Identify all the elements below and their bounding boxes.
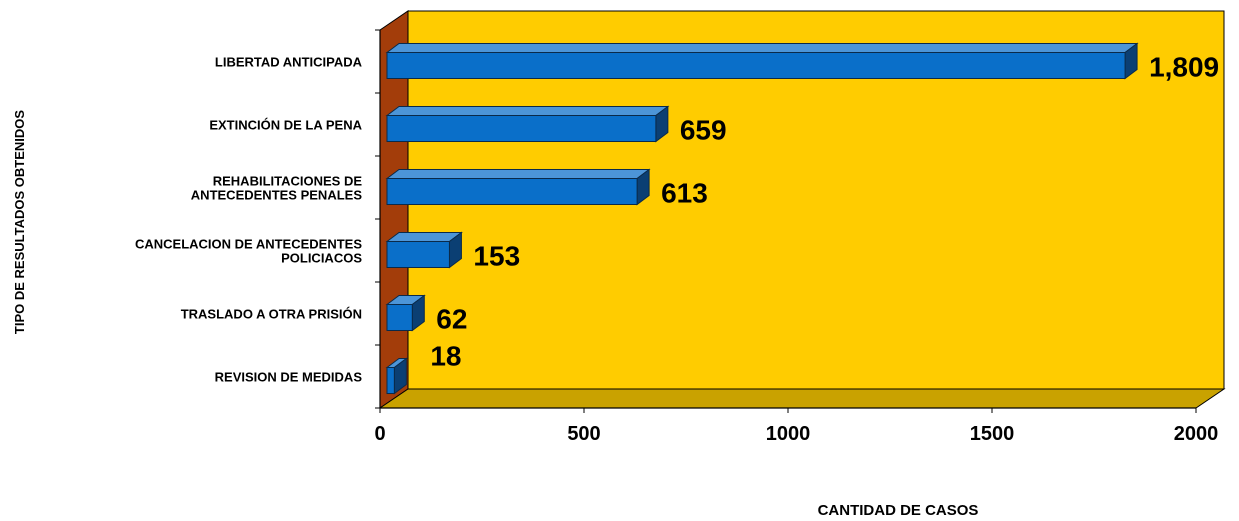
bar <box>385 231 463 269</box>
category-label-line: REVISION DE MEDIDAS <box>215 370 363 385</box>
y-axis-title: TIPO DE RESULTADOS OBTENIDOS <box>12 110 27 334</box>
category-label-line: CANCELACION DE ANTECEDENTES <box>135 237 362 252</box>
category-label: REHABILITACIONES DE ANTECEDENTES PENALES <box>191 174 363 203</box>
category-label-line: POLICIACOS <box>281 251 362 266</box>
bar <box>385 294 426 332</box>
x-tick-label: 1500 <box>970 423 1015 445</box>
bar-front-face <box>386 52 1126 79</box>
category-label: TRASLADO A OTRA PRISIÓN <box>181 307 362 322</box>
data-label: 659 <box>680 115 727 146</box>
axes-group: 0 500 1000 1500 2000 <box>374 29 1219 445</box>
labels-group: 1,809 LIBERTAD ANTICIPADA 659 EXTINCIÓN DE … <box>135 52 1219 385</box>
bar-top-face <box>385 43 1139 53</box>
bar-top-face <box>385 232 463 242</box>
bar-front-face <box>386 367 395 394</box>
data-label: 1,809 <box>1149 52 1219 83</box>
data-label: 613 <box>661 178 708 209</box>
category-label-line: EXTINCIÓN DE LA PENA <box>209 118 362 133</box>
floor <box>378 388 1226 409</box>
bar-front-face <box>386 241 450 268</box>
category-label-line: TRASLADO A OTRA PRISIÓN <box>181 307 362 322</box>
category-label: CANCELACION DE ANTECEDENTES POLICIACOS <box>135 237 362 266</box>
category-label-line: ANTECEDENTES PENALES <box>191 188 363 203</box>
bar <box>385 105 670 143</box>
bars-group <box>385 42 1139 395</box>
x-tick-label: 0 <box>374 423 385 445</box>
bar <box>385 42 1139 80</box>
bar <box>385 168 651 206</box>
category-label-line: REHABILITACIONES DE <box>213 174 363 189</box>
category-label: EXTINCIÓN DE LA PENA <box>209 118 362 133</box>
bar-top-face <box>385 169 651 179</box>
data-label: 62 <box>436 304 467 335</box>
data-label: 153 <box>473 241 520 272</box>
x-tick-label: 500 <box>567 423 600 445</box>
data-label: 18 <box>430 341 461 372</box>
bar-top-face <box>385 106 670 116</box>
x-tick-label: 2000 <box>1174 423 1219 445</box>
bar-front-face <box>386 304 413 331</box>
bar-front-face <box>386 115 657 142</box>
category-label: REVISION DE MEDIDAS <box>215 370 363 385</box>
bar-front-face <box>386 178 638 205</box>
category-label: LIBERTAD ANTICIPADA <box>215 55 363 70</box>
bar <box>385 357 408 395</box>
category-label-line: LIBERTAD ANTICIPADA <box>215 55 363 70</box>
x-axis-title: CANTIDAD DE CASOS <box>818 502 979 519</box>
x-tick-label: 1000 <box>766 423 811 445</box>
